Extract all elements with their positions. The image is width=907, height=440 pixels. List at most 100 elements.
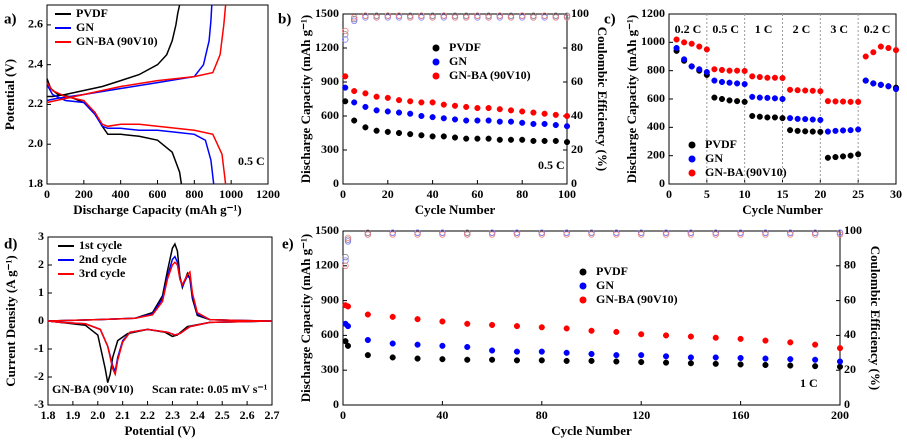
y-tick-label: 2.4 (28, 56, 43, 70)
x-tick-label: 30 (890, 187, 902, 201)
data-point (563, 325, 570, 332)
data-point (787, 356, 794, 363)
data-point (496, 118, 503, 125)
data-point (364, 336, 371, 344)
data-point (764, 74, 771, 81)
x-tick-label: 2.2 (140, 408, 155, 422)
data-point (530, 109, 537, 116)
y-tick-label: 1.8 (28, 176, 43, 190)
data-point (342, 31, 349, 38)
data-point (737, 231, 744, 238)
legend-swatch (432, 44, 440, 52)
y-tick-label: 2 (38, 257, 44, 271)
y-tick-label: 2.6 (28, 17, 43, 31)
data-point (538, 324, 545, 331)
x-tick-label: 60 (471, 187, 483, 201)
data-point (538, 357, 545, 364)
data-point (384, 128, 391, 135)
data-point (440, 115, 447, 122)
y-tick-label: -2 (34, 369, 44, 383)
legend-swatch (579, 296, 587, 304)
legend-label: 3rd cycle (79, 266, 126, 280)
data-point (726, 67, 733, 74)
data-point (342, 84, 349, 91)
data-point (418, 112, 425, 120)
data-point (734, 80, 741, 87)
data-point (463, 117, 470, 124)
data-point (429, 114, 436, 121)
panel-label: b) (278, 11, 291, 27)
legend-label: 1st cycle (79, 238, 123, 252)
data-point (407, 98, 414, 105)
x-tick-label: 20 (382, 187, 394, 201)
x-axis-label: Cycle Number (415, 202, 496, 217)
y-tick-label: 1500 (315, 223, 339, 237)
data-point (364, 352, 371, 359)
data-point (414, 316, 421, 323)
data-point (662, 229, 670, 236)
data-point (756, 94, 763, 101)
data-point (351, 88, 358, 95)
data-point (463, 135, 470, 142)
annotation: 0.5 C (538, 158, 565, 172)
data-point (463, 12, 470, 19)
x-tick-label: 2.0 (90, 408, 105, 422)
data-point (718, 78, 726, 86)
data-point (741, 81, 748, 88)
plot-frame (342, 230, 841, 406)
data-point (344, 234, 352, 242)
x-tick-label: 160 (732, 408, 750, 422)
y-tick-label: 400 (647, 119, 665, 133)
data-point (885, 83, 892, 90)
data-point (737, 354, 744, 362)
panel-label: a) (4, 11, 17, 27)
data-point (418, 99, 425, 106)
data-point (541, 120, 548, 127)
panel-label: d) (4, 236, 17, 252)
legend-label: PVDF (596, 264, 628, 278)
data-point (787, 339, 794, 346)
y2-axis-label: Coulombic Efficiency (%) (868, 246, 883, 390)
data-point (892, 86, 900, 93)
data-point (485, 105, 492, 112)
data-point (673, 44, 680, 52)
y-tick-label: 800 (647, 62, 665, 76)
annotation: GN-BA (90V10) (52, 382, 134, 396)
data-point (726, 79, 733, 86)
data-point (552, 122, 559, 129)
segment-label: 3 C (830, 22, 848, 36)
data-point (414, 341, 421, 348)
data-point (726, 97, 733, 104)
data-point (552, 137, 559, 144)
annotation: 1 C (800, 376, 818, 390)
data-point (362, 124, 369, 131)
data-point (762, 337, 769, 344)
data-point (847, 127, 854, 134)
x-tick-label: 15 (777, 187, 789, 201)
data-point (832, 127, 839, 134)
data-point (870, 80, 877, 87)
data-point (737, 229, 744, 236)
data-point (418, 132, 425, 139)
data-point (474, 117, 481, 124)
data-point (749, 73, 756, 80)
data-point (384, 94, 391, 101)
data-point (513, 229, 521, 236)
data-point (613, 229, 620, 236)
data-point (855, 98, 862, 105)
legend-label: PVDF (449, 40, 481, 54)
annotation: 0.5 C (238, 154, 265, 168)
data-point (488, 231, 496, 238)
data-point (407, 14, 414, 21)
y-tick-label: 0 (333, 397, 339, 411)
data-point (429, 12, 436, 19)
data-point (389, 340, 396, 347)
data-point (832, 154, 839, 161)
data-point (613, 358, 620, 365)
data-point (779, 95, 786, 103)
data-point (687, 333, 694, 340)
data-point (824, 98, 831, 105)
plot-frame (342, 13, 568, 185)
data-point (764, 94, 771, 101)
data-point (395, 12, 403, 19)
